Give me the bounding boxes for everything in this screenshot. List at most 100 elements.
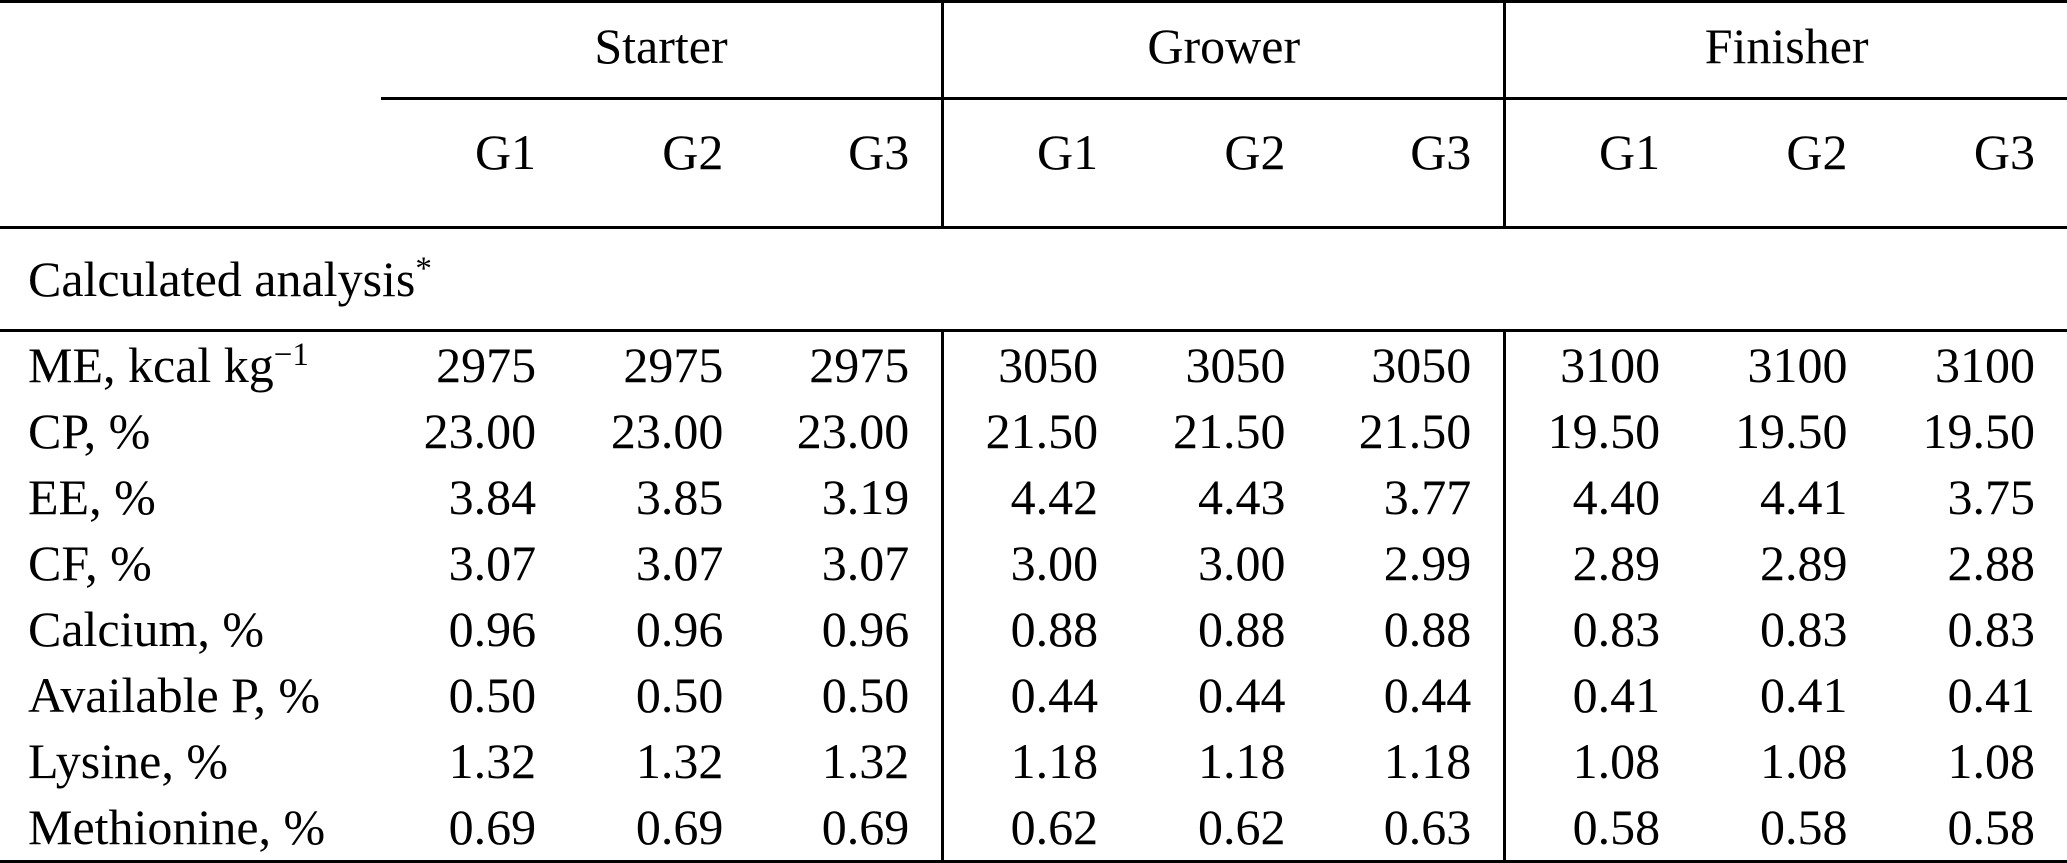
col-header-finisher-g3: G3 (1879, 98, 2067, 229)
table-cell: 19.50 (1734, 403, 1848, 459)
table-cell: 0.83 (1947, 601, 2036, 657)
table-cell: 2.99 (1383, 535, 1472, 591)
table-cell: 1.32 (635, 733, 724, 789)
section-title: Calculated analysis* (0, 227, 2067, 332)
table-cell: 0.58 (1503, 794, 1693, 862)
table-cell: 2.89 (1759, 535, 1848, 591)
table-cell: 3100 (1935, 337, 2035, 393)
table-cell: 0.88 (1383, 601, 1472, 657)
table-cell: 3.07 (635, 535, 724, 591)
table-cell: 4.43 (1197, 469, 1286, 525)
table-cell: 0.69 (821, 799, 910, 855)
table-cell: 0.83 (1759, 601, 1848, 657)
col-header-starter-g3: G3 (755, 98, 943, 229)
table-cell: 3.85 (635, 469, 724, 525)
table-cell: 3050 (1185, 337, 1286, 393)
table-cell: 1.18 (941, 728, 1131, 794)
table-cell: 0.63 (1383, 799, 1472, 855)
table-cell: 0.58 (1947, 799, 2036, 855)
row-label: CP, % (28, 403, 151, 459)
table-cell: 1.32 (448, 733, 537, 789)
table-cell: 0.83 (1503, 596, 1693, 662)
table-row-calcium: Calcium, % 0.96 0.96 0.96 0.88 0.88 0.88… (0, 596, 2067, 662)
row-label: CF, % (28, 535, 152, 591)
row-label: Available P, % (28, 667, 321, 723)
table-cell: 23.00 (796, 403, 910, 459)
table-cell: 0.88 (941, 596, 1131, 662)
table-cell: 4.41 (1759, 469, 1848, 525)
table-cell: 0.50 (821, 667, 910, 723)
section-asterisk: * (415, 250, 432, 287)
table-cell: 0.69 (635, 799, 724, 855)
table-cell: 21.50 (941, 398, 1131, 464)
table-cell: 2975 (436, 337, 537, 393)
row-label: Lysine, % (28, 733, 228, 789)
table-cell: 0.41 (1759, 667, 1848, 723)
table-cell: 23.00 (423, 403, 537, 459)
table-row-ee: EE, % 3.84 3.85 3.19 4.42 4.43 3.77 4.40… (0, 464, 2067, 530)
table-cell: 0.41 (1503, 662, 1693, 728)
section-row: Calculated analysis* (0, 227, 2067, 332)
table-cell: 1.08 (1759, 733, 1848, 789)
table-cell: 19.50 (1922, 403, 2036, 459)
row-label: EE, % (28, 469, 156, 525)
table-cell: 2975 (809, 337, 910, 393)
table-row-cf: CF, % 3.07 3.07 3.07 3.00 3.00 2.99 2.89… (0, 530, 2067, 596)
col-header-starter-g1: G1 (380, 98, 569, 229)
table-cell: 3.07 (448, 535, 537, 591)
table-cell: 3.00 (941, 530, 1131, 596)
table-row-cp: CP, % 23.00 23.00 23.00 21.50 21.50 21.5… (0, 398, 2067, 464)
table-cell: 0.58 (1759, 799, 1848, 855)
table-cell: 1.08 (1503, 728, 1693, 794)
table-cell: 0.44 (1197, 667, 1286, 723)
table-cell: 3.00 (1197, 535, 1286, 591)
table-cell: 0.96 (821, 601, 910, 657)
table-cell: 3050 (941, 330, 1131, 398)
col-header-finisher-g1: G1 (1503, 98, 1693, 229)
col-header-finisher-g2: G2 (1692, 98, 1880, 229)
table-cell: 0.50 (448, 667, 537, 723)
table-cell: 4.40 (1503, 464, 1693, 530)
table-cell: 23.00 (610, 403, 724, 459)
corner-cell (0, 2, 381, 99)
table-cell: 1.18 (1383, 733, 1472, 789)
section-title-text: Calculated analysis (28, 251, 416, 307)
table-cell: 0.96 (448, 601, 537, 657)
corner-cell (0, 98, 381, 229)
table-cell: 1.32 (821, 733, 910, 789)
table-cell: 0.50 (635, 667, 724, 723)
group-header-finisher: Finisher (1503, 1, 2067, 100)
row-label-text: ME, kcal kg (28, 337, 274, 393)
table-cell: 0.44 (941, 662, 1131, 728)
table-cell: 1.18 (1197, 733, 1286, 789)
superscript: −1 (273, 336, 309, 373)
col-header-starter-g2: G2 (568, 98, 756, 229)
table-cell: 3.19 (821, 469, 910, 525)
table-row-available-p: Available P, % 0.50 0.50 0.50 0.44 0.44 … (0, 662, 2067, 728)
col-header-grower-g2: G2 (1130, 98, 1318, 229)
row-label: Calcium, % (28, 601, 265, 657)
table-cell: 4.42 (941, 464, 1131, 530)
table-cell: 2.88 (1947, 535, 2036, 591)
table-cell: 3.75 (1947, 469, 2036, 525)
group-header-grower: Grower (941, 1, 1505, 100)
table-cell: 21.50 (1172, 403, 1286, 459)
table-cell: 0.41 (1947, 667, 2036, 723)
table-cell: 1.08 (1947, 733, 2036, 789)
table-cell: 19.50 (1503, 398, 1693, 464)
table-cell: 0.62 (941, 794, 1131, 862)
col-header-grower-g1: G1 (941, 98, 1131, 229)
table-cell: 0.62 (1197, 799, 1286, 855)
table-cell: 0.96 (635, 601, 724, 657)
table-cell: 21.50 (1358, 403, 1472, 459)
table-cell: 3.84 (448, 469, 537, 525)
table-cell: 0.69 (448, 799, 537, 855)
subheader-row: G1 G2 G3 G1 G2 G3 G1 G2 G3 (0, 98, 2067, 229)
table-cell: 2975 (623, 337, 724, 393)
table-cell: 0.88 (1197, 601, 1286, 657)
row-label: ME, kcal kg−1 (0, 331, 381, 399)
table-cell: 2.89 (1503, 530, 1693, 596)
table-cell: 3050 (1371, 337, 1472, 393)
table-cell: 3100 (1503, 330, 1693, 398)
